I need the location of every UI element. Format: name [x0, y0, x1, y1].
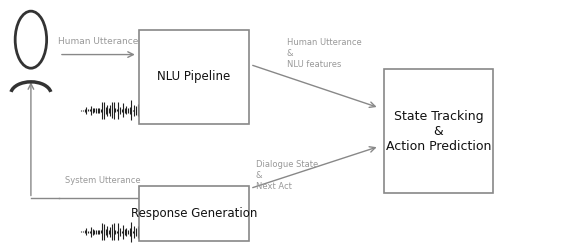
Text: Dialogue State
&
Next Act: Dialogue State & Next Act: [256, 160, 318, 191]
Bar: [139, 186, 248, 241]
Bar: [383, 69, 493, 193]
Text: Human Utterance
&
NLU features: Human Utterance & NLU features: [287, 38, 361, 69]
Text: NLU Pipeline: NLU Pipeline: [157, 70, 230, 83]
Text: State Tracking
&
Action Prediction: State Tracking & Action Prediction: [386, 110, 491, 153]
Bar: [139, 30, 248, 124]
Text: System Utterance: System Utterance: [65, 176, 140, 185]
Text: Human Utterance: Human Utterance: [58, 37, 139, 46]
Text: Response Generation: Response Generation: [131, 207, 257, 220]
